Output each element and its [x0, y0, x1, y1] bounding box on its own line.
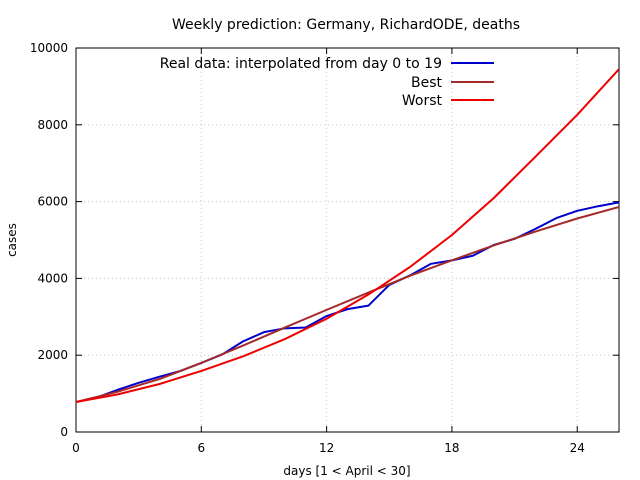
x-axis-label: days [1 < April < 30]: [283, 464, 410, 478]
y-tick-label: 4000: [37, 271, 68, 285]
x-tick-label: 12: [319, 441, 334, 455]
x-tick-label: 18: [444, 441, 459, 455]
y-tick-label: 6000: [37, 195, 68, 209]
series-line-worst: [76, 68, 619, 404]
series-group: [76, 68, 619, 404]
y-tick-label: 8000: [37, 118, 68, 132]
legend-label: Real data: interpolated from day 0 to 19: [160, 56, 442, 72]
series-line-real-data: [76, 201, 619, 404]
x-tick-label: 6: [197, 441, 205, 455]
chart-title: Weekly prediction: Germany, RichardODE, …: [172, 17, 520, 33]
legend-label: Best: [411, 75, 443, 91]
legend: Real data: interpolated from day 0 to 19…: [160, 56, 494, 109]
axis-ticks: 0 6 12 18 24 0 2000 4000 6000 8000 10000: [30, 41, 619, 455]
y-tick-label: 2000: [37, 348, 68, 362]
y-tick-label: 10000: [30, 41, 68, 55]
grid: [76, 48, 619, 432]
plot-frame: [75, 47, 620, 433]
y-axis-label: cases: [5, 223, 19, 257]
y-tick-label: 0: [60, 425, 68, 439]
legend-label: Worst: [402, 93, 443, 109]
series-line-best: [76, 206, 619, 404]
x-tick-label: 0: [72, 441, 80, 455]
x-tick-label: 24: [570, 441, 585, 455]
